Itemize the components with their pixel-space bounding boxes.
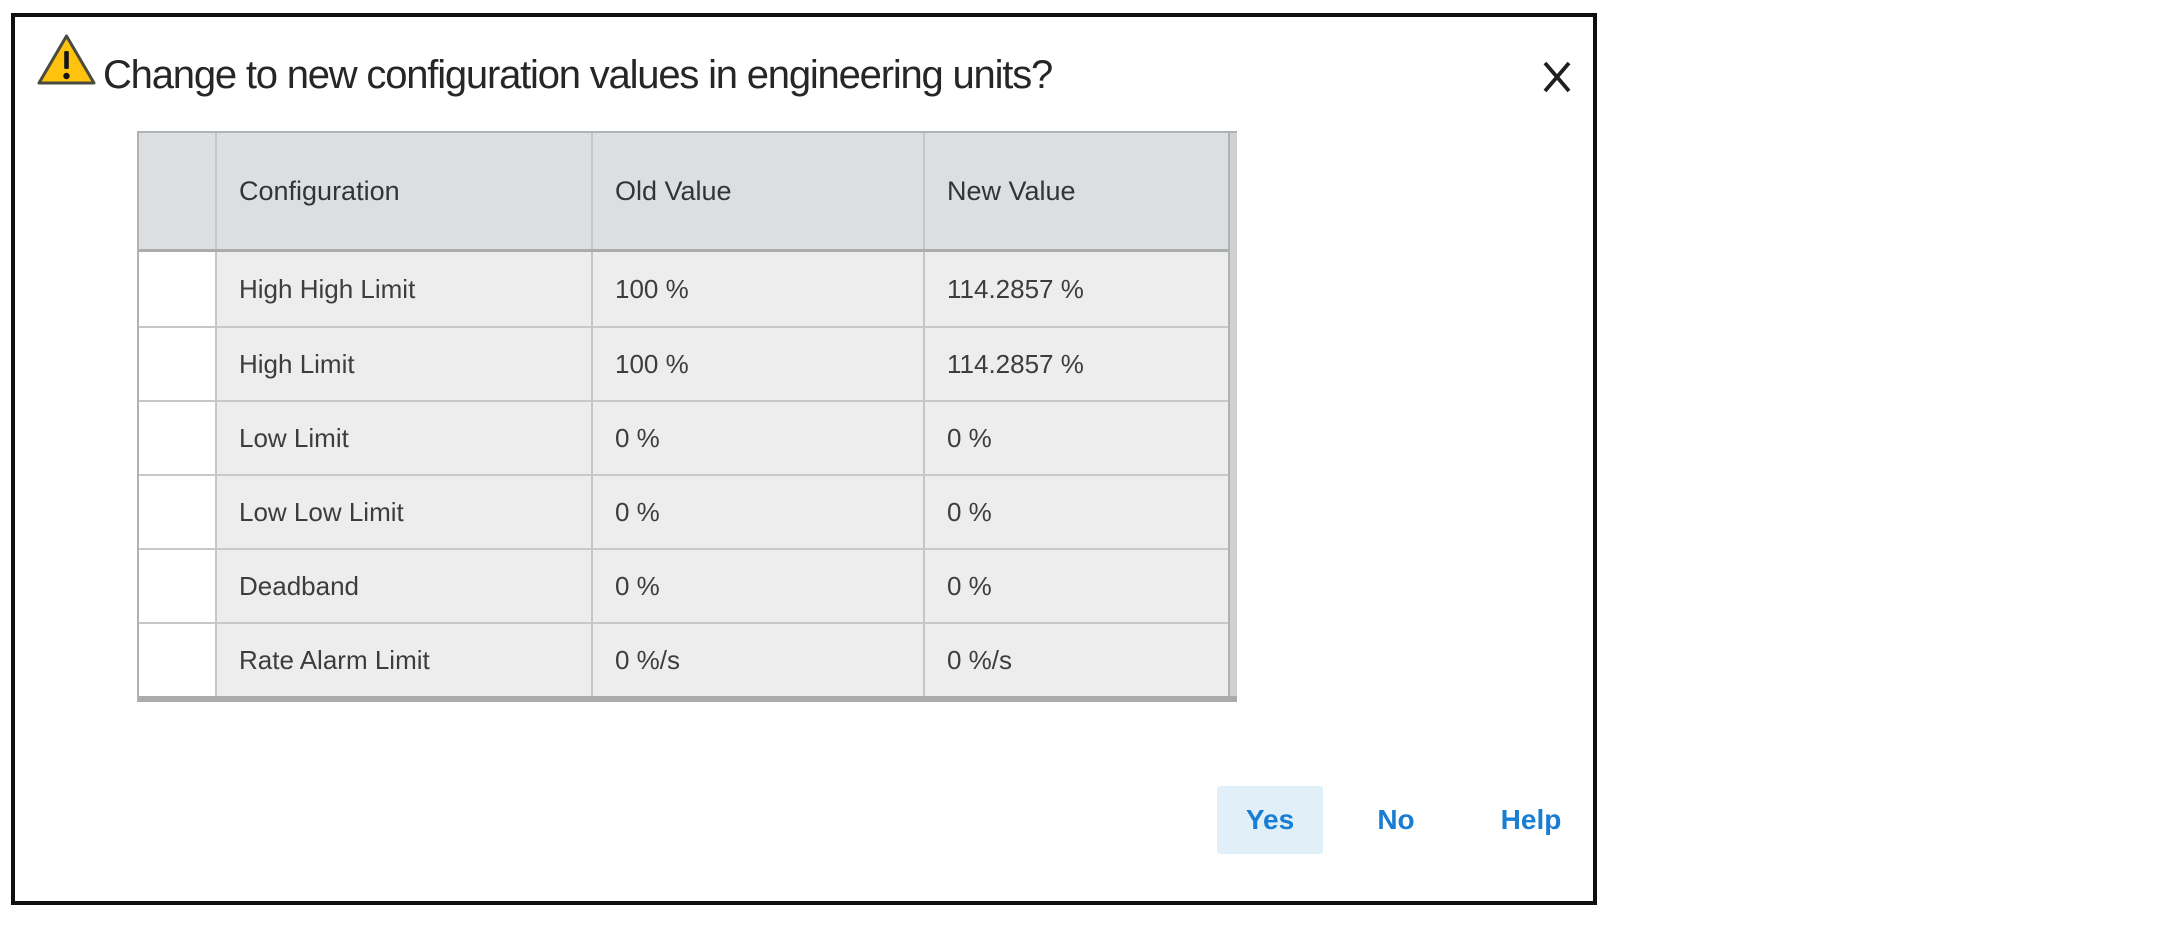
table-row: Low Low Limit 0 % 0 % <box>139 474 1228 548</box>
column-header-old-value: Old Value <box>591 133 923 249</box>
table-header-row: Configuration Old Value New Value <box>139 133 1228 252</box>
old-value-cell: 100 % <box>591 252 923 326</box>
new-value-cell: 114.2857 % <box>923 326 1228 400</box>
new-value-cell: 0 % <box>923 548 1228 622</box>
old-value-cell: 100 % <box>591 326 923 400</box>
new-value-cell: 0 % <box>923 400 1228 474</box>
close-icon[interactable] <box>1531 51 1583 103</box>
help-button[interactable]: Help <box>1481 786 1581 854</box>
column-header-new-value: New Value <box>923 133 1228 249</box>
table-row: Deadband 0 % 0 % <box>139 548 1228 622</box>
old-value-cell: 0 % <box>591 400 923 474</box>
row-selector-cell <box>139 548 215 622</box>
table-row: High Limit 100 % 114.2857 % <box>139 326 1228 400</box>
configuration-cell: High Limit <box>215 326 591 400</box>
configuration-cell: High High Limit <box>215 252 591 326</box>
dialog-title: Change to new configuration values in en… <box>103 53 1053 97</box>
no-button[interactable]: No <box>1346 786 1446 854</box>
old-value-cell: 0 % <box>591 548 923 622</box>
table-scrollbar-track[interactable] <box>1228 133 1237 696</box>
row-selector-cell <box>139 474 215 548</box>
column-header-configuration: Configuration <box>215 133 591 249</box>
configuration-cell: Rate Alarm Limit <box>215 622 591 696</box>
new-value-cell: 0 % <box>923 474 1228 548</box>
yes-button[interactable]: Yes <box>1217 786 1323 854</box>
row-selector-cell <box>139 400 215 474</box>
row-selector-cell <box>139 252 215 326</box>
table-row: Rate Alarm Limit 0 %/s 0 %/s <box>139 622 1228 696</box>
table-row: Low Limit 0 % 0 % <box>139 400 1228 474</box>
configuration-cell: Low Limit <box>215 400 591 474</box>
new-value-cell: 114.2857 % <box>923 252 1228 326</box>
old-value-cell: 0 %/s <box>591 622 923 696</box>
configuration-table: Configuration Old Value New Value High H… <box>137 131 1237 702</box>
configuration-cell: Low Low Limit <box>215 474 591 548</box>
row-selector-header-cell <box>139 133 215 249</box>
warning-triangle-icon <box>36 32 97 88</box>
row-selector-cell <box>139 326 215 400</box>
old-value-cell: 0 % <box>591 474 923 548</box>
confirmation-dialog: Change to new configuration values in en… <box>11 13 1597 905</box>
table-row: High High Limit 100 % 114.2857 % <box>139 252 1228 326</box>
new-value-cell: 0 %/s <box>923 622 1228 696</box>
row-selector-cell <box>139 622 215 696</box>
configuration-cell: Deadband <box>215 548 591 622</box>
